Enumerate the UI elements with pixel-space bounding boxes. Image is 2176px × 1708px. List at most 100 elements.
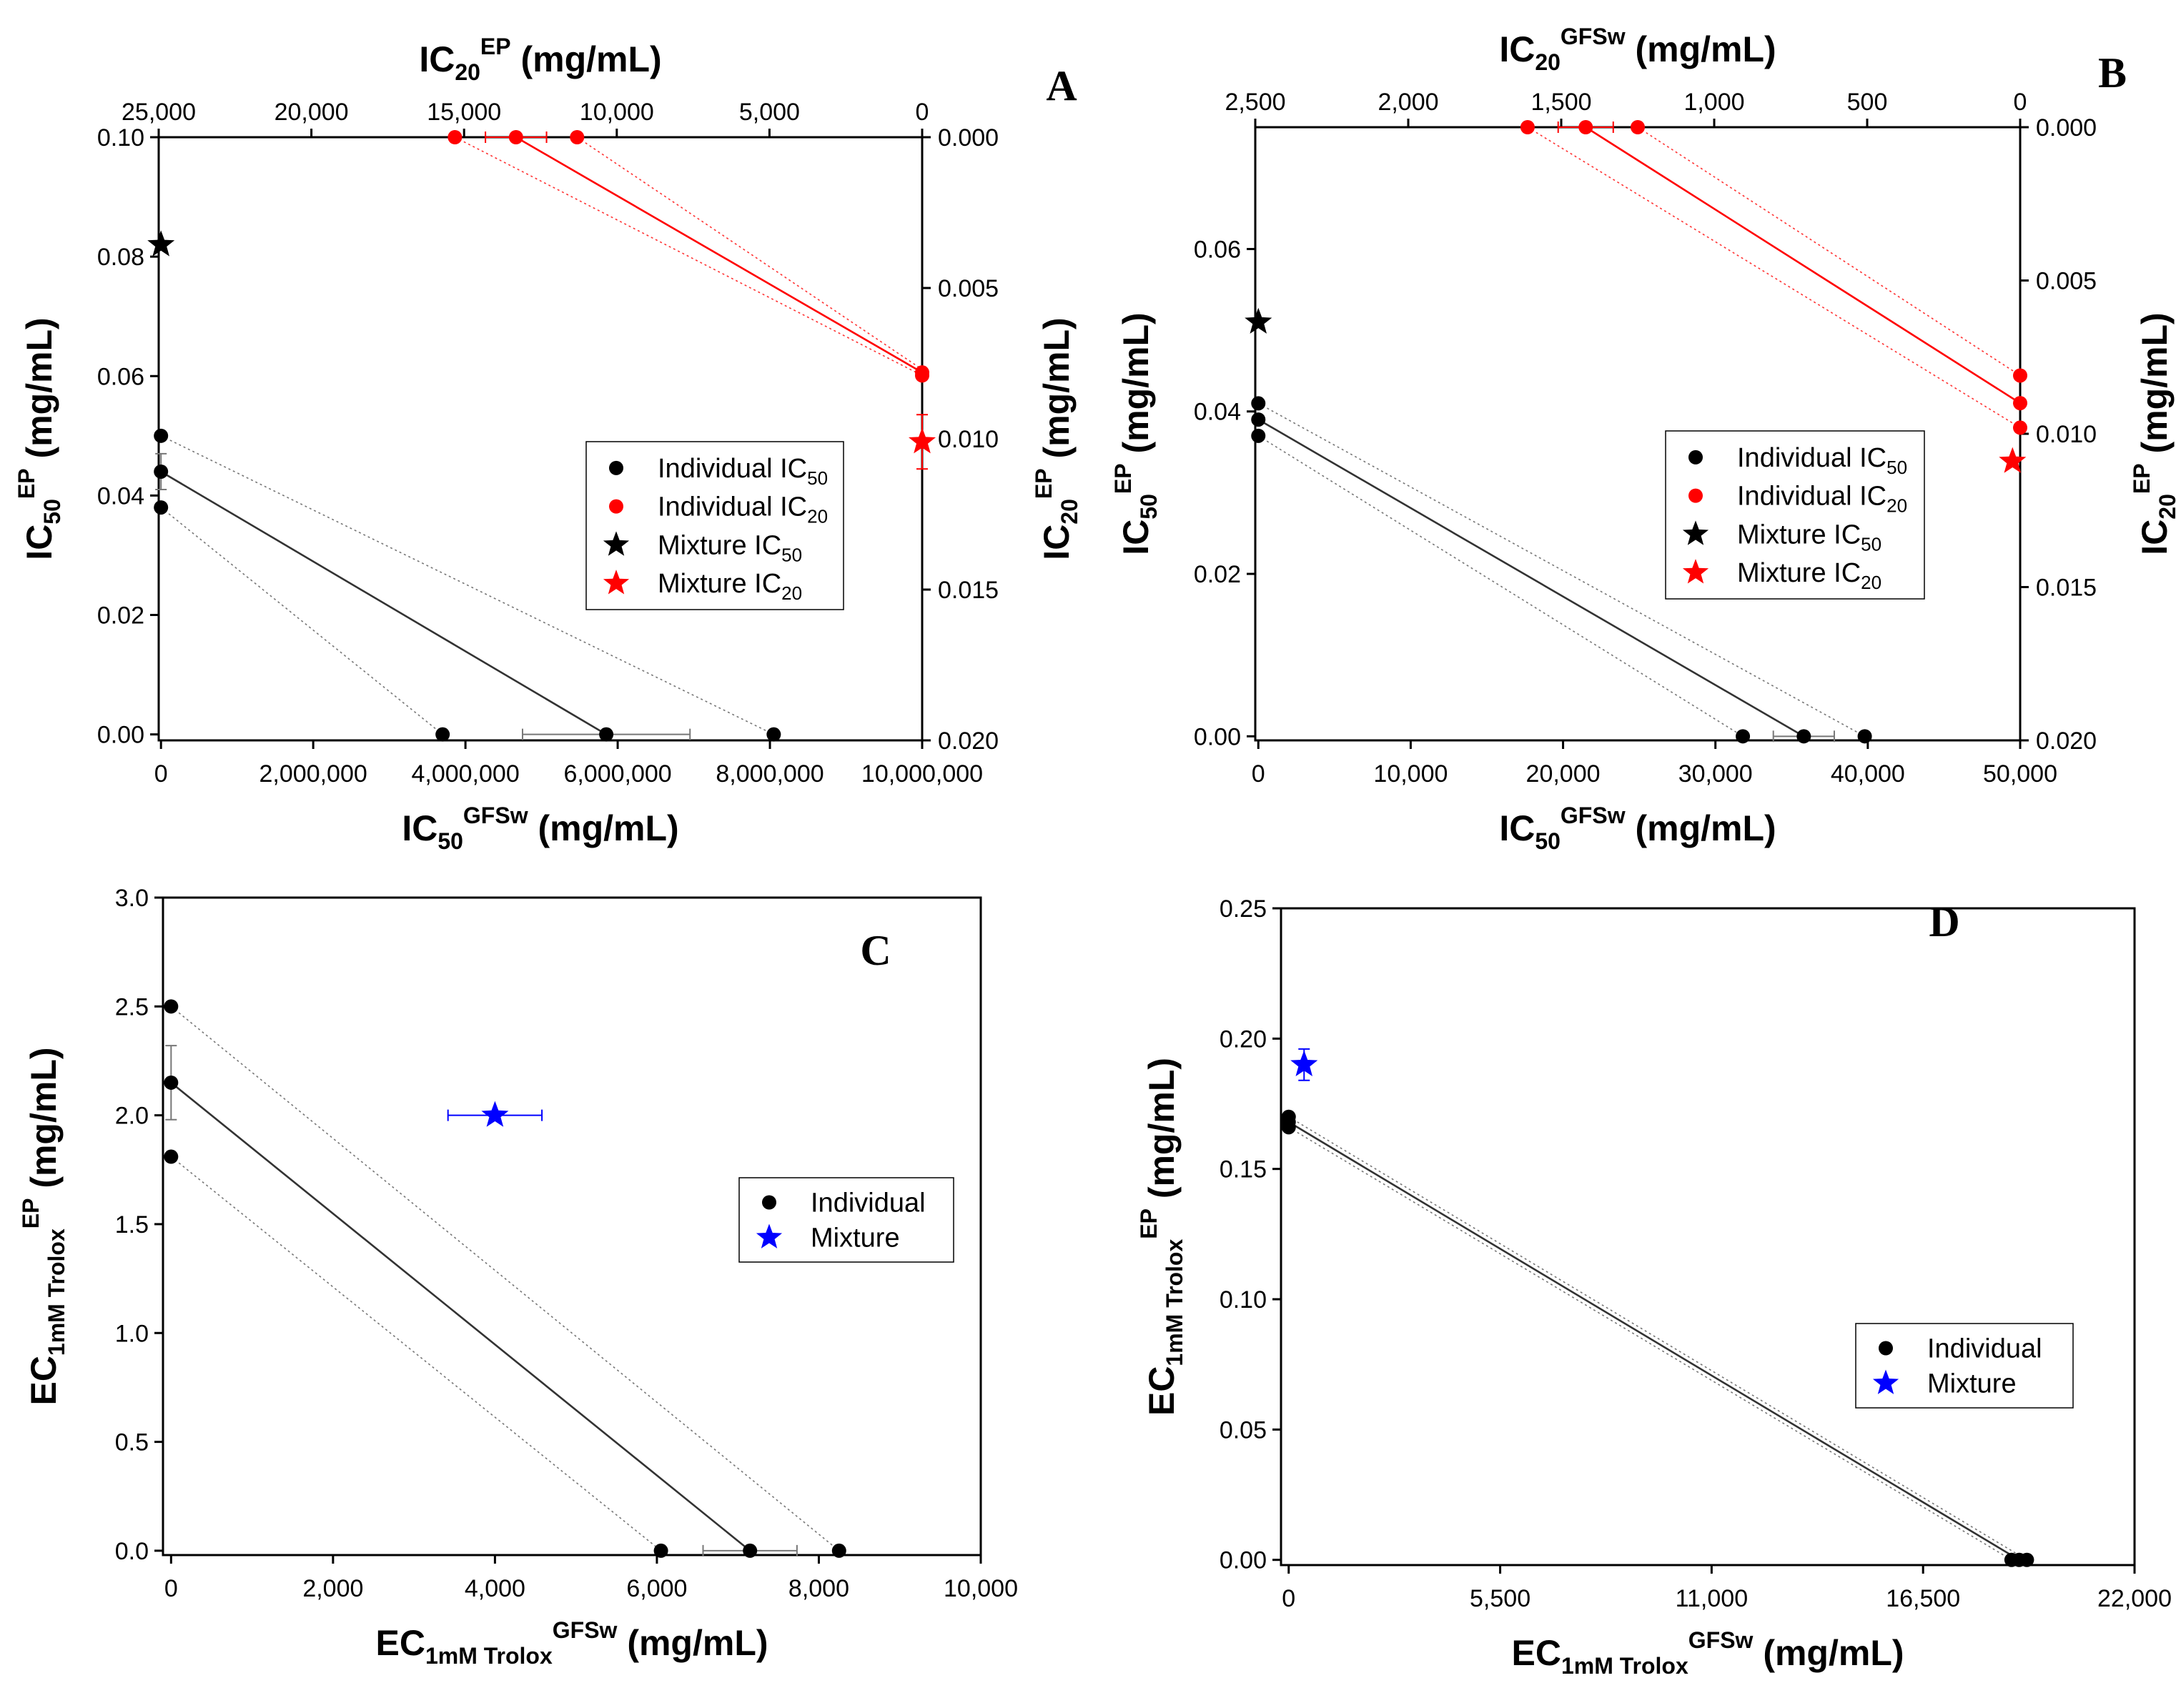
plot-frame [157, 136, 924, 742]
data-point [2019, 1552, 2034, 1567]
confidence-line [1257, 402, 1865, 738]
isobole-line [160, 470, 607, 735]
confidence-line [1637, 126, 2021, 377]
data-point [1520, 120, 1535, 134]
panel-letter: B [2098, 49, 2127, 96]
legend-label: Mixture IC20 [1737, 558, 1881, 593]
legend-label: Individual [811, 1188, 926, 1218]
legend: Individual Mixture [1855, 1323, 2074, 1409]
x-tick-label: 8,000 [788, 1575, 849, 1602]
legend-star-marker [1872, 1369, 1899, 1394]
y2-tick-label: 0.000 [2036, 114, 2097, 141]
x-tick-label: 0 [154, 760, 168, 788]
y2-tick-label: 0.015 [938, 577, 999, 604]
confidence-line [170, 1006, 840, 1551]
legend-label: Individual IC50 [658, 454, 828, 489]
data-point [1578, 120, 1593, 134]
y-tick-label: 0.05 [1220, 1416, 1267, 1444]
y-tick-label: 0.02 [1194, 561, 1241, 588]
x-tick-label: 0 [1252, 760, 1265, 788]
panel-c: 0 2,000 4,000 6,000 8,000 10,000 0.0 0.5 1.0 1.5 2… [18, 885, 1018, 1669]
data-point [154, 464, 169, 479]
legend-star-marker [603, 531, 630, 556]
y2-axis-label: IC20EP (mg/mL) [2129, 312, 2176, 555]
y-tick-label: 2.5 [115, 993, 149, 1021]
x-tick-label: 20,000 [1526, 760, 1601, 788]
mixture-point [1290, 1050, 1318, 1076]
isobole-line [1288, 1121, 2020, 1561]
confidence-line [170, 1156, 662, 1551]
x2-tick-label: 1,000 [1683, 89, 1744, 116]
x-tick-label: 0 [164, 1575, 178, 1602]
data-point [766, 727, 781, 742]
legend-circle-marker [762, 1195, 776, 1210]
x2-tick-label: 15,000 [427, 99, 501, 126]
x2-tick-label: 1,500 [1530, 89, 1591, 116]
isobole-line [1257, 418, 1804, 738]
panel-d: 0 5,500 11,000 16,500 22,000 0.00 0.05 0.10 0.15… [1136, 895, 2172, 1679]
x-tick-label: 6,000 [626, 1575, 687, 1602]
isobole-line [1585, 126, 2021, 404]
data-point [1857, 729, 1872, 744]
y2-tick-label: 0.020 [938, 728, 999, 755]
y2-tick-label: 0.005 [938, 275, 999, 302]
x-tick-label: 10,000 [944, 1575, 1018, 1602]
confidence-line [455, 136, 923, 377]
y2-tick-label: 0.000 [938, 124, 999, 152]
data-point [2013, 396, 2027, 411]
legend-label: Mixture IC20 [658, 569, 802, 604]
data-point [1251, 412, 1266, 427]
y-tick-label: 0.06 [97, 363, 144, 390]
x-tick-label: 8,000,000 [716, 760, 824, 788]
y-tick-label: 0.00 [1220, 1547, 1267, 1574]
y-tick-label: 0.25 [1220, 895, 1267, 923]
x-tick-label: 2,000 [302, 1575, 363, 1602]
data-point [1736, 729, 1751, 744]
y-tick-label: 0.00 [97, 722, 144, 749]
data-point [1281, 1120, 1296, 1135]
y-tick-label: 0.02 [97, 602, 144, 630]
plot-frame [162, 896, 982, 1556]
data-point [164, 1075, 179, 1090]
y-tick-label: 1.5 [115, 1211, 149, 1238]
y-tick-label: 0.0 [115, 1538, 149, 1565]
legend-label: Individual IC20 [658, 492, 828, 527]
y-tick-label: 0.06 [1194, 236, 1241, 263]
y-tick-label: 0.04 [1194, 399, 1241, 426]
data-point [743, 1543, 758, 1558]
data-point [164, 1149, 179, 1164]
y2-tick-label: 0.010 [938, 426, 999, 453]
y2-tick-label: 0.005 [2036, 268, 2097, 295]
x-tick-label: 16,500 [1886, 1585, 1960, 1612]
x-tick-label: 40,000 [1831, 760, 1905, 788]
legend-label: Individual [1927, 1334, 2042, 1364]
x-tick-label: 2,000,000 [259, 760, 367, 788]
legend: Individual Mixture [738, 1177, 954, 1263]
legend-label: Mixture IC50 [1737, 520, 1881, 555]
y-tick-label: 3.0 [115, 885, 149, 912]
legend-star-marker [756, 1223, 783, 1248]
mixture-point [1245, 307, 1272, 334]
y-axis-label: EC1mM TroloxEP (mg/mL) [18, 1047, 69, 1405]
legend-box [1855, 1323, 2074, 1409]
data-point [154, 500, 169, 515]
y-axis-label: IC50EP (mg/mL) [1110, 312, 1162, 555]
legend-box [1665, 430, 1925, 600]
data-point [2013, 420, 2027, 435]
data-point [915, 368, 929, 383]
panel-a: 0 2,000,000 4,000,000 6,000,000 8,000,000 10,… [14, 34, 1082, 854]
mixture-point [1999, 447, 2027, 473]
x-tick-label: 10,000 [1373, 760, 1448, 788]
y2-tick-label: 0.020 [2036, 728, 2097, 755]
x-tick-label: 10,000,000 [861, 760, 983, 788]
x-axis-label: IC50GFSw (mg/mL) [1499, 803, 1776, 854]
x-tick-label: 22,000 [2097, 1585, 2172, 1612]
legend-star-marker [1682, 559, 1709, 584]
panel-b: 0 10,000 20,000 30,000 40,000 50,0000.000.020… [1110, 24, 2176, 854]
y2-axis-label: IC20EP (mg/mL) [1031, 317, 1082, 560]
legend-box [585, 441, 844, 610]
data-point [599, 727, 614, 742]
